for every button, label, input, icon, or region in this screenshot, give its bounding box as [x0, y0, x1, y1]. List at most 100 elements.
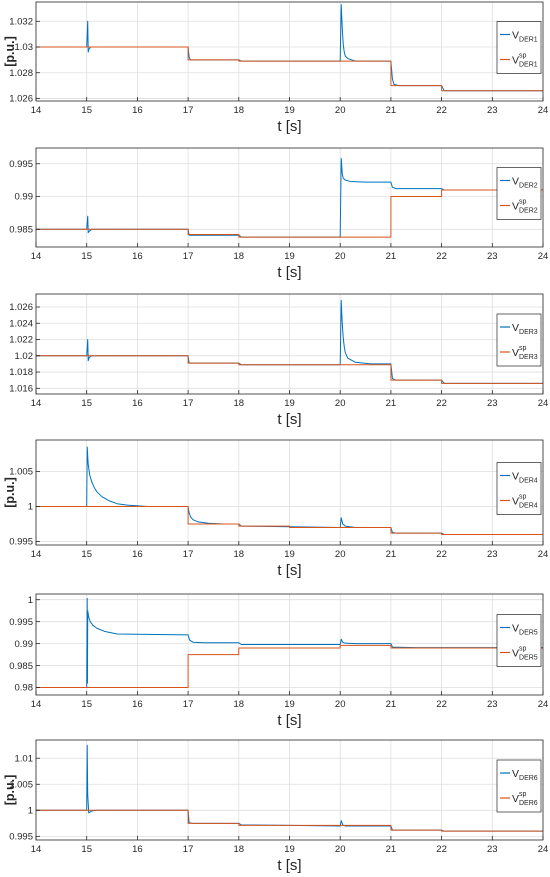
x-tick-label: 23 — [487, 398, 498, 409]
x-tick-label: 19 — [284, 549, 295, 560]
x-tick-label: 20 — [335, 105, 346, 116]
y-tick-label: 1 — [28, 595, 33, 606]
legend-box — [496, 614, 542, 667]
y-tick-label: 1.02 — [15, 351, 34, 362]
subplot-3: 14 15 16 17 18 19 20 21 22 23 24 1.016 1.018 1.02 1.02… — [9, 293, 549, 428]
x-tick-label: 24 — [538, 398, 549, 409]
x-tick-label: 23 — [487, 251, 498, 262]
series-line-1 — [36, 446, 543, 535]
y-axis-label: [p.u.] — [3, 477, 17, 508]
x-axis-label: t [s] — [277, 712, 301, 729]
x-tick-label: 14 — [31, 251, 42, 262]
y-tick-label: 1.03 — [15, 42, 34, 53]
x-tick-label: 23 — [487, 699, 498, 710]
legend-box — [496, 313, 542, 367]
legend: VDER5 Vsp DER5 — [496, 614, 542, 667]
y-tick-label: 1.026 — [9, 302, 33, 313]
series-line-2 — [36, 809, 543, 832]
x-tick-label: 14 — [31, 549, 42, 560]
y-tick-label: 1.032 — [9, 16, 33, 27]
x-tick-label: 20 — [335, 398, 346, 409]
legend: VDER3 Vsp DER3 — [496, 313, 542, 367]
legend-entry-2: Vsp DER1 — [512, 53, 538, 69]
x-tick-label: 21 — [386, 699, 397, 710]
y-axis-label: [p.u.] — [3, 36, 17, 67]
x-tick-label: 22 — [436, 844, 447, 855]
x-tick-label: 21 — [386, 549, 397, 560]
x-axis-label: t [s] — [277, 411, 301, 428]
x-tick-label: 24 — [538, 105, 549, 116]
y-tick-label: 1.024 — [9, 318, 33, 329]
x-tick-label: 21 — [386, 251, 397, 262]
x-tick-label: 16 — [132, 844, 143, 855]
subplot-5: 14 15 16 17 18 19 20 21 22 23 24 0.98 0.985 0.99 0.995… — [9, 593, 549, 729]
x-tick-label: 19 — [284, 699, 295, 710]
x-tick-label: 22 — [436, 699, 447, 710]
y-tick-label: 1.026 — [9, 94, 33, 105]
subplot-6: 14 15 16 17 18 19 20 21 22 23 24 0.995 1 1.005 1.01 t [… — [3, 739, 548, 874]
x-tick-label: 18 — [234, 844, 245, 855]
y-axis-label: [p.u.] — [3, 775, 17, 806]
series-line-1 — [36, 597, 543, 689]
y-tick-label: 1.016 — [9, 384, 33, 395]
y-tick-label: 0.995 — [9, 617, 33, 628]
y-tick-label: 1.022 — [9, 335, 33, 346]
x-tick-label: 15 — [81, 844, 92, 855]
x-tick-label: 15 — [81, 699, 92, 710]
legend-box — [496, 167, 542, 220]
subplot-1: 14 15 16 17 18 19 20 21 22 23 24 1.026 1.028 1.03 1.03… — [3, 1, 549, 135]
x-tick-label: 16 — [132, 398, 143, 409]
x-tick-label: 15 — [81, 398, 92, 409]
x-tick-label: 22 — [436, 105, 447, 116]
x-tick-label: 14 — [31, 844, 42, 855]
series-line-2 — [36, 355, 543, 384]
x-tick-label: 18 — [234, 251, 245, 262]
legend-box — [496, 462, 542, 515]
x-axis-label: t [s] — [277, 857, 301, 874]
x-tick-label: 20 — [335, 251, 346, 262]
y-tick-label: 1.01 — [15, 753, 34, 764]
legend: VDER6 Vsp DER6 — [496, 759, 542, 813]
x-tick-label: 17 — [183, 844, 194, 855]
x-axis-label: t [s] — [277, 264, 301, 281]
x-tick-label: 21 — [386, 398, 397, 409]
y-tick-label: 0.995 — [9, 832, 33, 843]
x-tick-label: 17 — [183, 251, 194, 262]
x-tick-label: 23 — [487, 549, 498, 560]
series-line-2 — [36, 644, 543, 689]
x-tick-label: 22 — [436, 398, 447, 409]
x-tick-label: 24 — [538, 699, 549, 710]
x-tick-label: 14 — [31, 105, 42, 116]
x-axis-label: t [s] — [277, 118, 301, 135]
legend-entry-1: VDER2 — [512, 176, 538, 190]
x-tick-label: 19 — [284, 398, 295, 409]
x-tick-label: 16 — [132, 549, 143, 560]
legend-entry-2: Vsp DER2 — [512, 199, 538, 215]
x-tick-label: 20 — [335, 699, 346, 710]
legend-entry-1: VDER1 — [512, 30, 538, 44]
x-tick-label: 19 — [284, 844, 295, 855]
x-tick-label: 18 — [234, 549, 245, 560]
y-tick-label: 0.995 — [9, 537, 33, 548]
y-tick-label: 1 — [28, 502, 33, 513]
legend-entry-2: Vsp DER6 — [512, 791, 538, 807]
series-line-2 — [36, 46, 543, 92]
x-tick-label: 18 — [234, 105, 245, 116]
legend-entry-1: VDER3 — [512, 322, 538, 336]
x-tick-label: 18 — [234, 398, 245, 409]
y-tick-label: 0.985 — [9, 224, 33, 235]
y-tick-label: 0.995 — [9, 159, 33, 170]
x-tick-label: 14 — [31, 699, 42, 710]
x-tick-label: 21 — [386, 105, 397, 116]
x-tick-label: 19 — [284, 251, 295, 262]
series-line-2 — [36, 506, 543, 535]
legend: VDER2 Vsp DER2 — [496, 167, 542, 220]
x-tick-label: 15 — [81, 105, 92, 116]
x-tick-label: 17 — [183, 105, 194, 116]
x-tick-label: 16 — [132, 105, 143, 116]
legend-entry-2: Vsp DER4 — [512, 494, 538, 510]
series-line-1 — [36, 300, 543, 384]
x-tick-label: 22 — [436, 549, 447, 560]
x-tick-label: 17 — [183, 398, 194, 409]
